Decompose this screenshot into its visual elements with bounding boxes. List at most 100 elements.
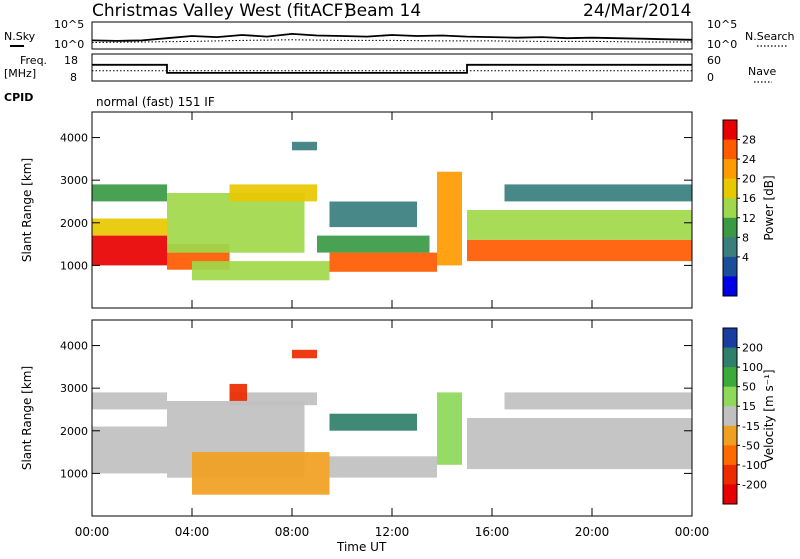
velocity-panel-band [229,392,317,406]
velocity-panel-colorbar-title: Velocity [m s⁻¹] [762,369,776,462]
velocity-panel-colorbar-swatch [723,328,737,349]
velocity-panel-band [329,413,417,431]
power-panel-colorbar-swatch [723,237,737,258]
power-panel-ytick-label: 2000 [60,217,88,230]
velocity-panel-colorbar-swatch [723,445,737,466]
velocity-panel: 1000 2000 3000 4000 Slant Range [km] 200 100 50… [20,319,776,517]
nsearch-label: N.Search [745,30,795,43]
power-panel-colorbar-swatch [723,120,737,141]
noise-series [91,32,693,43]
noise-left-tick-bottom: 10^0 [54,38,84,51]
velocity-panel-colorbar-swatch [723,347,737,368]
power-panel-band [437,171,462,266]
velocity-panel-colorbar-tick-label: -50 [742,439,760,452]
time-axis: 00:00 04:00 08:00 12:00 16:00 20:00 00:00 [75,525,710,539]
freq-line [92,63,692,74]
freq-left-tick-top: 18 [64,54,78,67]
power-panel-colorbar-title: Power [dB] [762,175,776,240]
velocity-panel-colorbar-tick-label: -15 [742,420,760,433]
velocity-panel-colorbar-tick-label: 200 [742,342,763,355]
velocity-panel-band [292,349,317,359]
noise-right-tick-top: 10^5 [707,18,737,31]
velocity-panel-band [92,392,167,410]
power-panel-band [92,235,167,266]
velocity-panel-bands [92,349,692,495]
velocity-panel-band [192,452,330,495]
velocity-panel-colorbar-tick-label: -200 [742,478,767,491]
power-panel-colorbar-tick-label: 12 [742,212,756,225]
time-tick-label: 00:00 [675,525,710,539]
velocity-panel-ytick-label: 1000 [60,467,88,480]
freq-label: Freq. [20,54,47,67]
velocity-panel-band [92,426,167,474]
power-panel-band [229,184,317,202]
velocity-panel-colorbar-swatch [723,484,737,505]
time-tick-label: 04:00 [175,525,210,539]
power-panel-colorbar-swatch [723,276,737,297]
velocity-panel-colorbar-tick-label: 100 [742,361,763,374]
velocity-panel-colorbar-tick-label: 15 [742,400,756,413]
velocity-panel-ytick-label: 2000 [60,425,88,438]
power-panel-colorbar: 28 24 20 16 12 8 4 Power [dB] [722,119,776,297]
time-tick-label: 16:00 [475,525,510,539]
time-tick-label: 20:00 [575,525,610,539]
velocity-panel-colorbar-swatch [723,464,737,485]
power-panel-band [504,184,692,202]
power-panel-colorbar-swatch [723,256,737,277]
freq-left-tick-bottom: 8 [70,71,77,84]
power-panel-band [467,239,692,262]
power-panel-y-axis-title: Slant Range [km] [20,158,34,262]
time-tick-label: 12:00 [375,525,410,539]
power-panel-colorbar-tick-label: 4 [742,251,749,264]
velocity-panel-colorbar-swatch [723,406,737,427]
power-panel-colorbar-swatch [723,139,737,160]
power-panel-colorbar-swatch [723,198,737,219]
freq-panel [91,53,693,82]
station-title: Christmas Valley West (fitACF) [92,1,350,21]
noise-right-tick-bottom: 10^0 [707,38,737,51]
velocity-panel-colorbar-swatch [723,425,737,446]
power-panel-band [317,235,430,253]
nsky-label: N.Sky [4,30,36,43]
velocity-panel-colorbar-tick-label: -100 [742,459,767,472]
noise-line-nsky [91,32,693,42]
power-panel-band [192,261,330,281]
power-panel-colorbar-tick-label: 20 [742,173,756,186]
velocity-panel-colorbar: 200 100 50 15 -15 -50 -100 -200 Velocity [m s⁻¹] [722,327,776,505]
velocity-panel-ytick-label: 4000 [60,340,88,353]
power-panel-ytick-label: 4000 [60,132,88,145]
power-panel-colorbar-frame [722,119,738,297]
power-panel-band [92,218,167,236]
power-panel-colorbar-tick-label: 16 [742,192,756,205]
power-panel-ytick-label: 1000 [60,259,88,272]
power-panel-colorbar-tick-label: 8 [742,231,749,244]
power-panel-band [292,141,317,151]
power-panel: 1000 2000 3000 4000 Slant Range [km] 28 24 20 16… [20,111,776,309]
velocity-panel-band [437,392,462,465]
power-panel-colorbar-swatch [723,159,737,180]
cpid-value: normal (fast) 151 IF [96,95,215,109]
freq-right-tick-top: 60 [707,54,721,67]
power-panel-bands [92,141,692,281]
nave-label: Nave [748,65,776,78]
freq-unit-label: [MHz] [4,67,36,80]
freq-right-tick-bottom: 0 [707,71,714,84]
velocity-panel-band [504,392,692,410]
power-panel-colorbar-tick-label: 28 [742,134,756,147]
velocity-panel-y-axis-title: Slant Range [km] [20,366,34,470]
power-panel-band [467,210,692,240]
power-panel-colorbar-swatch [723,178,737,199]
power-panel-band [329,252,437,272]
velocity-panel-band [229,383,247,401]
velocity-panel-colorbar-tick-label: 50 [742,381,756,394]
velocity-panel-colorbar-swatch [723,367,737,388]
beam-label: Beam 14 [345,1,421,21]
noise-line-nsearch [91,39,692,43]
time-tick-label: 08:00 [275,525,310,539]
velocity-panel-band [467,418,692,470]
x-axis-title: Time UT [336,540,387,554]
power-panel-band [167,193,305,253]
velocity-panel-band [329,456,437,478]
